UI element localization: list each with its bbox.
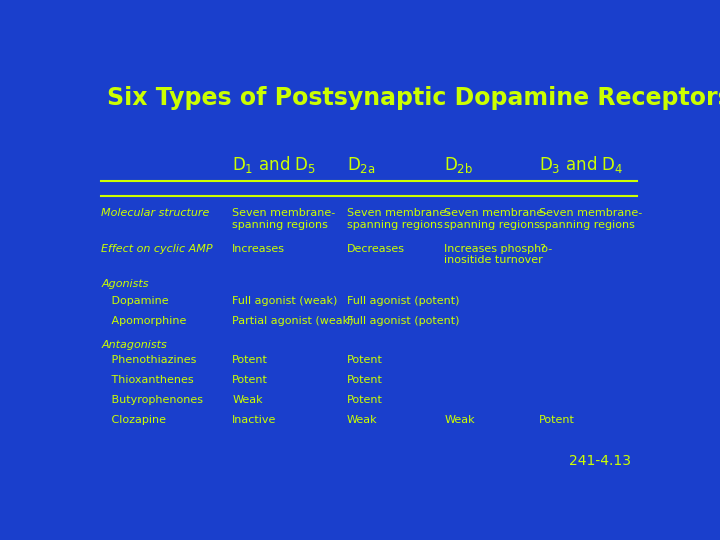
Text: Butyrophenones: Butyrophenones	[101, 395, 203, 406]
Text: Potent: Potent	[347, 355, 382, 366]
Text: Agonists: Agonists	[101, 279, 148, 289]
Text: Antagonists: Antagonists	[101, 340, 167, 349]
Text: Full agonist (weak): Full agonist (weak)	[233, 295, 338, 306]
Text: Phenothiazines: Phenothiazines	[101, 355, 197, 366]
Text: Weak: Weak	[444, 415, 475, 426]
Text: Potent: Potent	[233, 375, 268, 386]
Text: Full agonist (potent): Full agonist (potent)	[347, 315, 459, 326]
Text: Partial agonist (weak): Partial agonist (weak)	[233, 315, 354, 326]
Text: Clozapine: Clozapine	[101, 415, 166, 426]
Text: Increases phospho-
inositide turnover: Increases phospho- inositide turnover	[444, 244, 552, 265]
Text: Molecular structure: Molecular structure	[101, 208, 210, 218]
Text: Weak: Weak	[347, 415, 377, 426]
Text: Thioxanthenes: Thioxanthenes	[101, 375, 194, 386]
Text: Decreases: Decreases	[347, 244, 405, 254]
Text: Seven membrane-
spanning regions: Seven membrane- spanning regions	[444, 208, 548, 230]
Text: Increases: Increases	[233, 244, 285, 254]
Text: Seven membrane-
spanning regions: Seven membrane- spanning regions	[347, 208, 450, 230]
Text: $\mathsf{D_{1}\ and\ D_{5}}$: $\mathsf{D_{1}\ and\ D_{5}}$	[233, 154, 317, 175]
Text: Effect on cyclic AMP: Effect on cyclic AMP	[101, 244, 213, 254]
Text: Potent: Potent	[539, 415, 575, 426]
Text: Dopamine: Dopamine	[101, 295, 168, 306]
Text: Inactive: Inactive	[233, 415, 276, 426]
Text: Potent: Potent	[347, 395, 382, 406]
Text: Potent: Potent	[347, 375, 382, 386]
Text: $\mathsf{D_{2a}}$: $\mathsf{D_{2a}}$	[347, 155, 375, 175]
Text: Apomorphine: Apomorphine	[101, 315, 186, 326]
Text: ?: ?	[539, 244, 545, 254]
Text: Seven membrane-
spanning regions: Seven membrane- spanning regions	[539, 208, 642, 230]
Text: Full agonist (potent): Full agonist (potent)	[347, 295, 459, 306]
Text: Seven membrane-
spanning regions: Seven membrane- spanning regions	[233, 208, 336, 230]
Text: Six Types of Postsynaptic Dopamine Receptors: Six Types of Postsynaptic Dopamine Recep…	[107, 85, 720, 110]
Text: 241-4.13: 241-4.13	[570, 454, 631, 468]
Text: $\mathsf{D_{3}\ and\ D_{4}}$: $\mathsf{D_{3}\ and\ D_{4}}$	[539, 154, 624, 175]
Text: Potent: Potent	[233, 355, 268, 366]
Text: Weak: Weak	[233, 395, 263, 406]
Text: $\mathsf{D_{2b}}$: $\mathsf{D_{2b}}$	[444, 155, 474, 175]
